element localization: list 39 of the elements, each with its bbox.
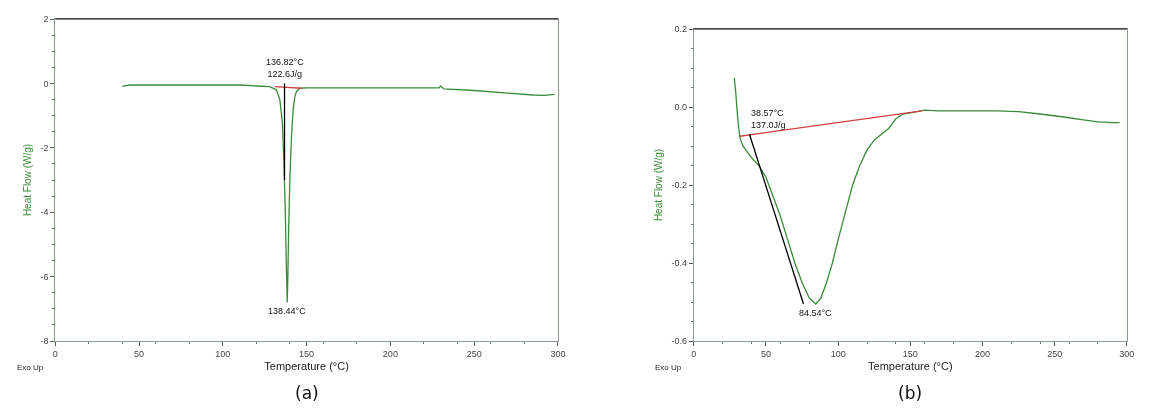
x-tick-label: 150 <box>299 348 315 359</box>
y-tick-label: -0.4 <box>671 258 687 269</box>
y-tick-label: -6 <box>40 271 49 282</box>
y-tick-label: 2 <box>43 14 49 25</box>
text: (b) <box>898 383 923 403</box>
x-tick-label: 100 <box>830 348 846 359</box>
annotation: 138.44°C <box>268 306 307 316</box>
x-tick-label: 100 <box>215 348 231 359</box>
x-tick-label: 300 <box>550 348 566 359</box>
y-tick-label: -4 <box>40 207 49 218</box>
y-tick-label: 0 <box>43 78 49 89</box>
y-tick-label: -0.6 <box>671 336 687 347</box>
y-tick-label: -0.2 <box>671 180 687 191</box>
y-axis-title: Heat Flow (W/g) <box>22 143 34 217</box>
text: Exo Up <box>17 363 44 372</box>
y-tick-label: 0.2 <box>674 24 687 35</box>
x-tick-label: 150 <box>902 348 918 359</box>
y-axis-title: Heat Flow (W/g) <box>653 148 665 222</box>
x-tick-label: 300 <box>1119 348 1135 359</box>
annotation: 136.82°C 122.6J/g <box>266 57 305 79</box>
x-tick-label: 50 <box>134 348 145 359</box>
x-tick-label: 0 <box>691 348 697 359</box>
x-tick-label: 0 <box>52 348 58 359</box>
line-series <box>733 77 1121 305</box>
y-tick-label: 0.0 <box>674 102 687 113</box>
x-axis-title: Temperature (°C) <box>264 360 349 372</box>
text: (a) <box>295 383 319 403</box>
annotation: 84.54°C <box>799 308 833 318</box>
y-tick-label: -2 <box>40 142 49 153</box>
y-tick-label: -8 <box>40 336 49 347</box>
x-tick-label: 50 <box>760 348 771 359</box>
line-series <box>121 84 556 304</box>
annotation: 38.57°C 137.0J/g <box>751 108 786 130</box>
x-tick-label: 250 <box>466 348 482 359</box>
x-tick-label: 250 <box>1047 348 1063 359</box>
text: Exo Up <box>655 363 682 372</box>
x-axis-title: Temperature (°C) <box>868 360 953 372</box>
x-tick-label: 200 <box>974 348 991 359</box>
x-tick-label: 200 <box>382 348 398 359</box>
